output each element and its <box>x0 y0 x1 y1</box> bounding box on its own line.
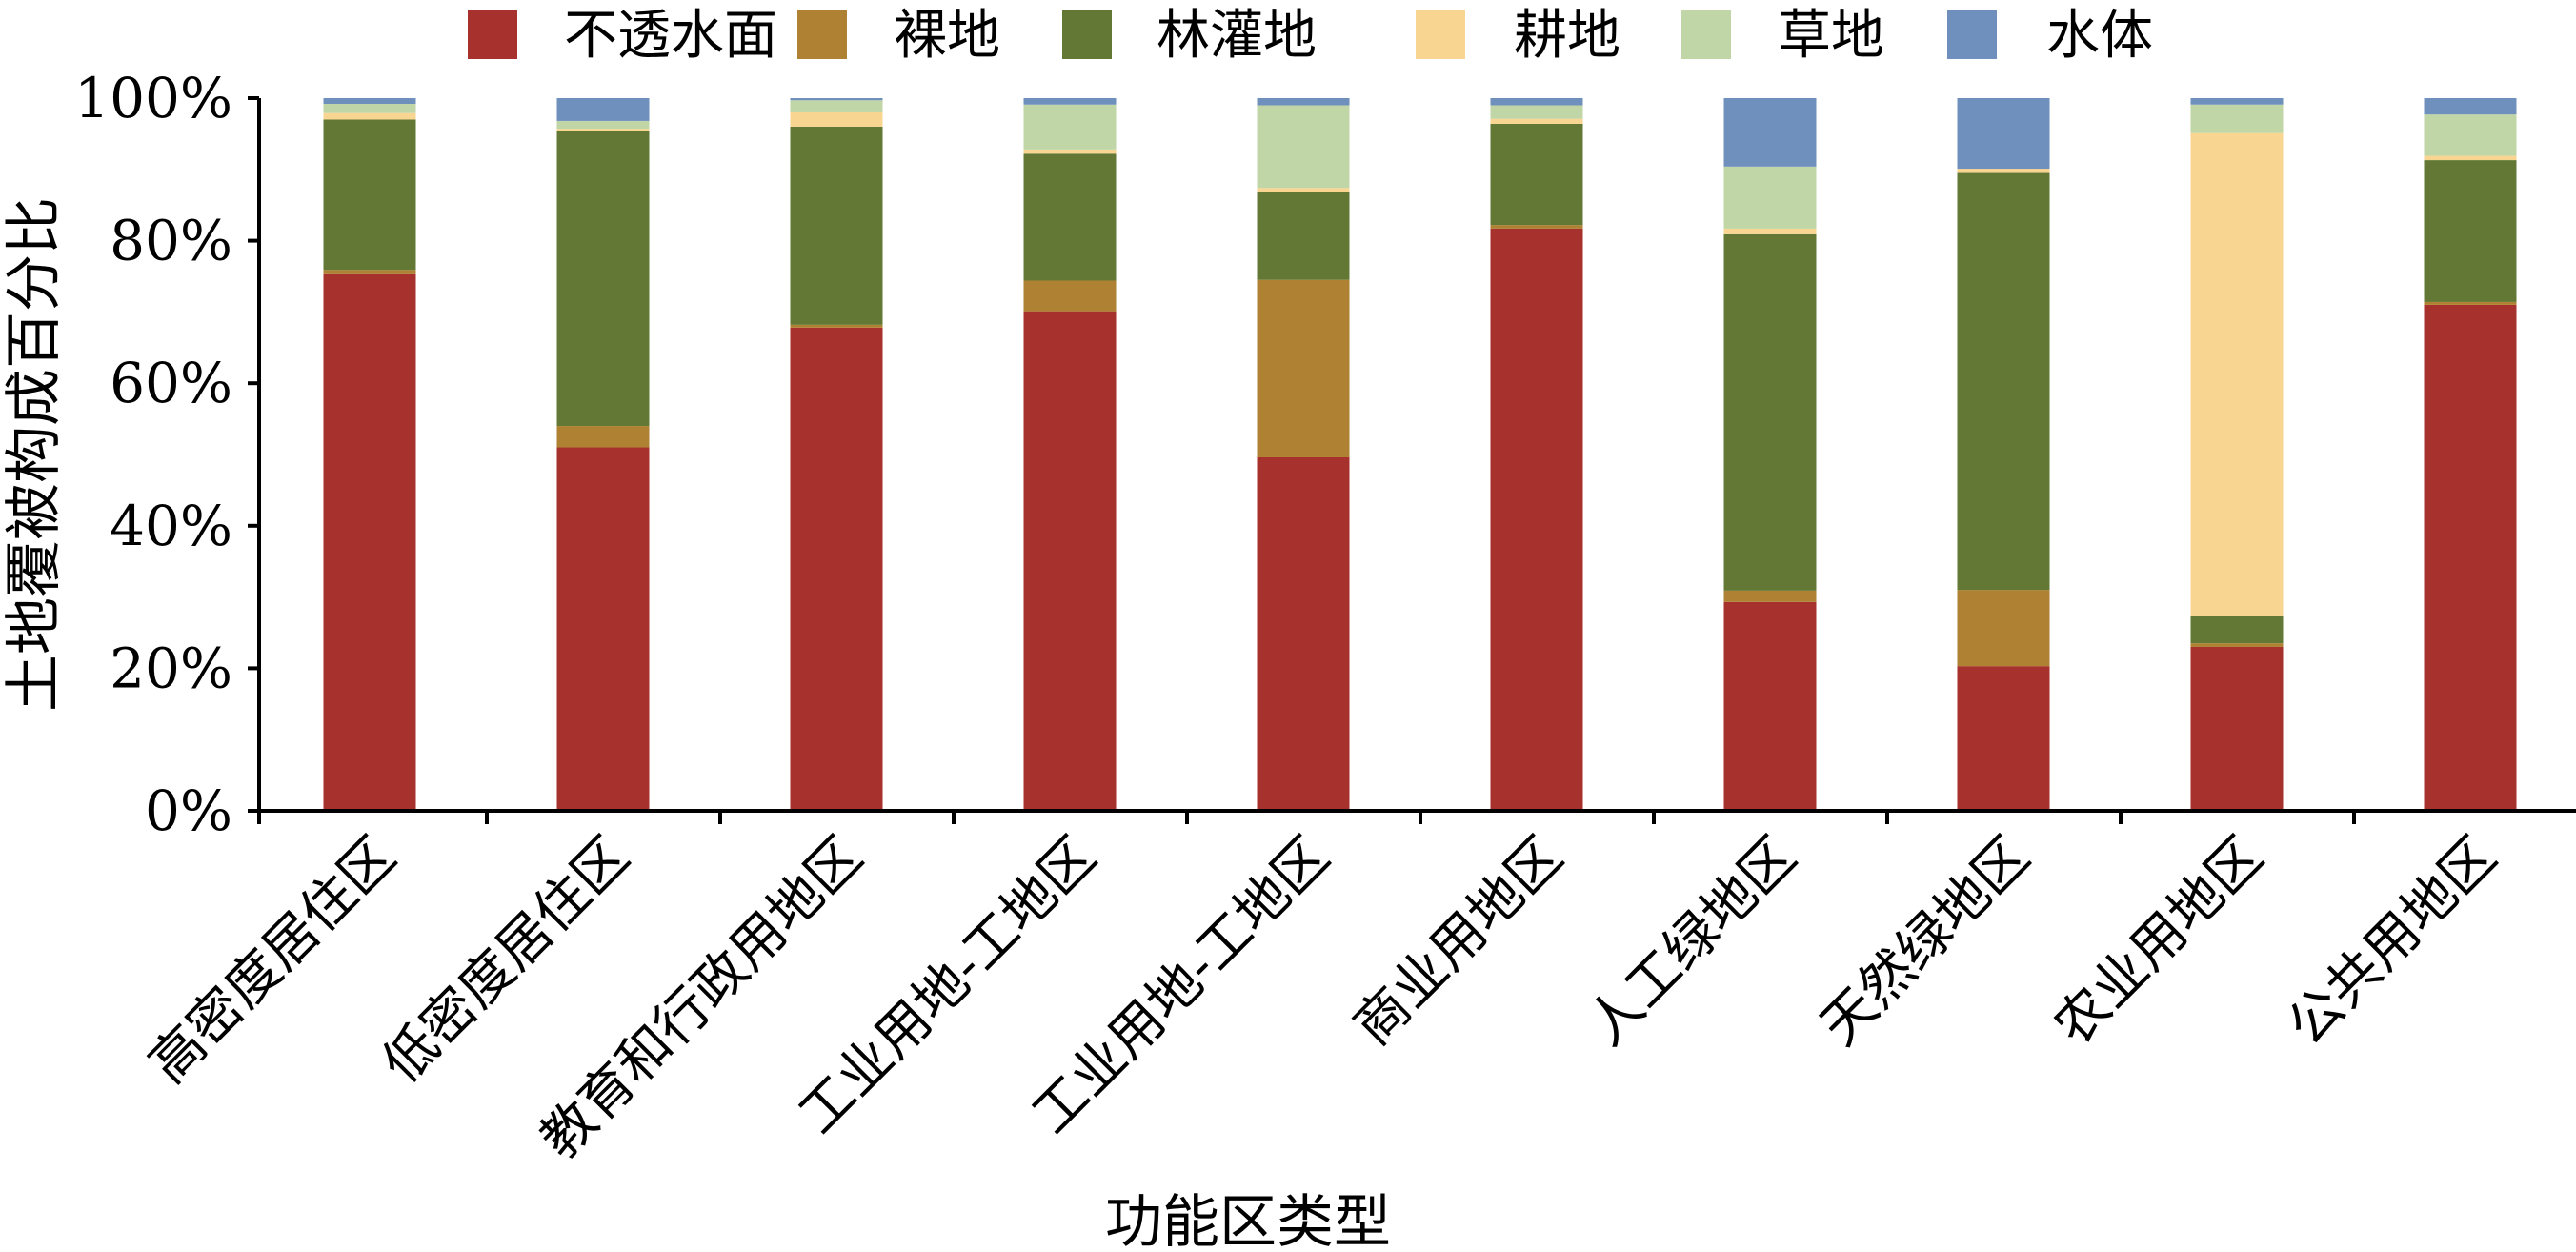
x-tick-label: 商业用地区 <box>1342 825 1575 1058</box>
y-tick-label: 20% <box>110 636 232 700</box>
bar-segment <box>2424 98 2517 115</box>
legend-item: 草地 <box>1681 5 1884 67</box>
legend-item: 水体 <box>1947 5 2153 67</box>
bar-segment <box>2190 646 2284 811</box>
bar-segment <box>2190 132 2284 616</box>
bar-segment <box>323 98 416 104</box>
bar-segment <box>323 273 416 812</box>
legend-label: 不透水面 <box>564 5 777 67</box>
axes <box>248 98 2576 813</box>
legend-label: 林灌地 <box>1157 5 1317 67</box>
bar-segment <box>556 98 650 121</box>
bar-segment <box>556 447 650 811</box>
bar-segment <box>323 112 416 120</box>
x-axis-title: 功能区类型 <box>1105 1189 1391 1252</box>
y-tick-label: 80% <box>110 209 232 273</box>
legend-swatch <box>1681 10 1731 59</box>
bar-segment <box>1723 601 1817 811</box>
legend-item: 裸地 <box>797 5 1000 67</box>
bar-segment <box>790 324 883 328</box>
bar-segment <box>1957 169 2050 173</box>
bar-segment <box>556 129 650 131</box>
legend-item: 林灌地 <box>1062 5 1317 67</box>
bar-segment <box>556 120 650 130</box>
legend-item: 不透水面 <box>468 5 777 67</box>
bar-segment <box>1490 98 1583 106</box>
bar-segment <box>2424 155 2517 161</box>
legend-label: 草地 <box>1778 5 1884 67</box>
bar-segment <box>1023 149 1117 154</box>
bar-segment <box>2424 301 2517 305</box>
bar-segment <box>1723 590 1817 602</box>
bar-segment <box>1023 311 1117 812</box>
bar-segment <box>1257 456 1350 811</box>
bar-segment <box>556 426 650 448</box>
bar-segment <box>2190 98 2284 105</box>
bar-segment <box>1490 123 1583 226</box>
x-tick-label: 天然绿地区 <box>1809 825 2042 1058</box>
y-axis-title: 土地覆被构成百分比 <box>1 197 68 712</box>
bar-segment <box>790 111 883 127</box>
legend-swatch <box>1062 10 1112 59</box>
bar-segment <box>1257 192 1350 280</box>
bar-segment <box>1023 104 1117 150</box>
bar-segment <box>323 270 416 274</box>
bar-segment <box>1023 98 1117 105</box>
bar-segment <box>1723 166 1817 229</box>
y-tick-label: 100% <box>74 66 232 131</box>
bar-segment <box>2424 114 2517 156</box>
bar-segment <box>1023 153 1117 281</box>
x-tick-label: 公共用地区 <box>2276 825 2508 1058</box>
y-ticks: 0% 20% 40% 60% 80% 100% <box>74 66 259 843</box>
x-tick-label: 农业用地区 <box>2043 825 2275 1058</box>
legend-label: 裸地 <box>894 5 1000 67</box>
bar-segment <box>1957 172 2050 591</box>
bar-segment <box>2424 160 2517 302</box>
x-tick-label: 高密度居住区 <box>137 825 408 1096</box>
x-tick-label: 人工绿地区 <box>1576 825 1808 1058</box>
bar-segment <box>1257 105 1350 189</box>
bar-segment <box>1490 118 1583 124</box>
y-tick-label: 0% <box>145 778 232 843</box>
legend: 不透水面 裸地 林灌地 耕地 草地 水体 <box>468 5 2153 67</box>
bar-segment <box>1957 590 2050 667</box>
y-tick-label: 40% <box>110 494 232 558</box>
bar-segment <box>556 131 650 427</box>
bar-segment <box>2190 104 2284 133</box>
bar-segment <box>1257 98 1350 106</box>
bar-segment <box>790 327 883 811</box>
bar-segment <box>1957 666 2050 811</box>
bar-segment <box>2190 643 2284 647</box>
legend-label: 耕地 <box>1514 5 1620 67</box>
legend-swatch <box>1947 10 1997 59</box>
bar-segment <box>1257 279 1350 457</box>
bar-segment <box>1490 105 1583 119</box>
bar-segment <box>323 119 416 271</box>
bar-segment <box>323 103 416 113</box>
bar-segment <box>2190 616 2284 644</box>
legend-label: 水体 <box>2046 5 2153 67</box>
bar-segment <box>1023 280 1117 312</box>
y-tick-label: 60% <box>110 351 232 415</box>
legend-swatch <box>797 10 847 59</box>
bar-segment <box>1490 225 1583 229</box>
bar-segment <box>790 100 883 112</box>
bars <box>323 98 2517 812</box>
bar-segment <box>1490 228 1583 811</box>
bar-segment <box>1723 98 1817 167</box>
legend-swatch <box>1416 10 1465 59</box>
legend-swatch <box>468 10 517 59</box>
bar-segment <box>1257 188 1350 192</box>
legend-item: 耕地 <box>1416 5 1620 67</box>
bar-segment <box>1957 98 2050 170</box>
bar-segment <box>1723 233 1817 591</box>
bar-segment <box>790 126 883 325</box>
bar-segment <box>790 98 883 101</box>
bar-segment <box>2424 304 2517 811</box>
bar-segment <box>1723 228 1817 234</box>
